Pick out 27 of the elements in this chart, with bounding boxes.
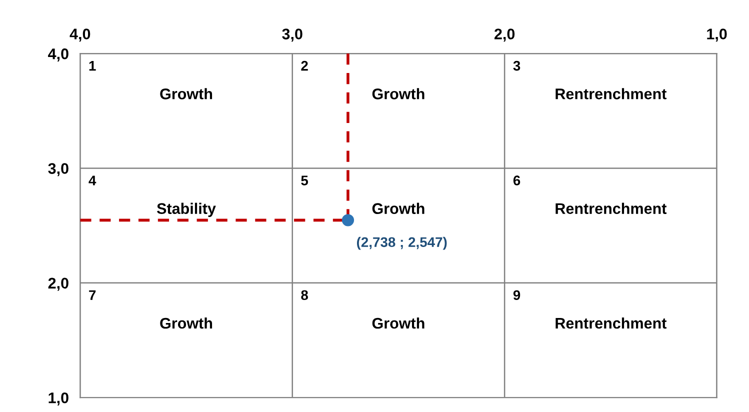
annotation: 5: [301, 176, 308, 186]
annotation: Rentrenchment: [556, 202, 667, 214]
y-tick-label: 2,0: [48, 278, 68, 291]
annotation: Growth: [372, 88, 424, 100]
annotation: Growth: [372, 202, 424, 214]
x-tick-label: 3,0: [282, 28, 302, 42]
annotation: 7: [89, 290, 96, 300]
annotation: (2,738 ; 2,547): [356, 236, 447, 250]
annotation: Stability: [156, 202, 216, 218]
annotation: 9: [513, 290, 520, 300]
annotation: Growth: [372, 317, 424, 329]
x-tick-label: 1,0: [707, 28, 727, 42]
annotation: 3: [513, 60, 520, 71]
annotation: Rentrenchment: [556, 88, 667, 100]
annotation: 4: [88, 176, 96, 186]
annotation: Rentrenchment: [556, 317, 667, 329]
x-tick-label: 4,0: [70, 28, 90, 42]
annotation: Growth: [160, 88, 212, 100]
y-tick-label: 3,0: [48, 163, 68, 176]
annotation: 6: [513, 176, 520, 186]
x-tick-label: 2,0: [494, 28, 515, 42]
annotation: 1: [89, 61, 96, 71]
annotation: 8: [301, 290, 308, 300]
annotation: Growth: [160, 317, 212, 329]
y-tick-label: 4,0: [48, 48, 68, 62]
annotation: 2: [301, 60, 308, 71]
y-tick-label: 1,0: [48, 392, 68, 406]
